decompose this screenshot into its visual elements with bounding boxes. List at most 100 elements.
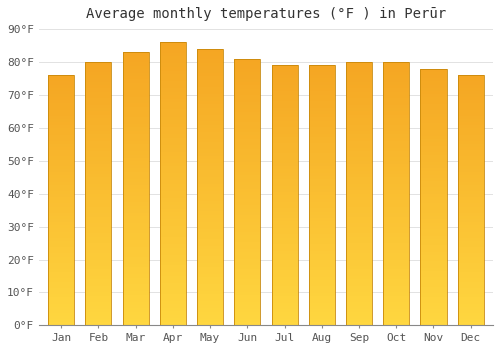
Bar bbox=[346, 174, 372, 177]
Bar bbox=[272, 124, 297, 127]
Bar bbox=[420, 162, 446, 165]
Bar bbox=[272, 98, 297, 101]
Bar bbox=[160, 113, 186, 117]
Bar bbox=[48, 91, 74, 94]
Bar bbox=[458, 163, 483, 166]
Bar bbox=[308, 254, 335, 257]
Bar bbox=[383, 286, 409, 289]
Bar bbox=[383, 102, 409, 105]
Bar bbox=[197, 97, 223, 101]
Bar bbox=[122, 124, 148, 127]
Bar bbox=[458, 169, 483, 172]
Bar bbox=[308, 176, 335, 179]
Bar bbox=[458, 322, 483, 326]
Bar bbox=[420, 213, 446, 216]
Bar bbox=[346, 250, 372, 253]
Bar bbox=[383, 207, 409, 210]
Bar bbox=[197, 139, 223, 142]
Bar bbox=[272, 78, 297, 82]
Bar bbox=[346, 144, 372, 148]
Bar bbox=[160, 283, 186, 287]
Bar bbox=[86, 250, 112, 253]
Bar bbox=[48, 156, 74, 160]
Bar bbox=[383, 108, 409, 111]
Bar bbox=[383, 233, 409, 237]
Bar bbox=[346, 210, 372, 214]
Bar bbox=[308, 82, 335, 85]
Bar bbox=[458, 75, 483, 326]
Bar bbox=[197, 315, 223, 318]
Bar bbox=[458, 94, 483, 97]
Bar bbox=[48, 103, 74, 106]
Bar bbox=[197, 111, 223, 114]
Bar bbox=[308, 163, 335, 166]
Bar bbox=[346, 88, 372, 92]
Bar bbox=[458, 266, 483, 269]
Bar bbox=[308, 182, 335, 186]
Bar bbox=[86, 260, 112, 263]
Bar bbox=[197, 204, 223, 208]
Bar bbox=[197, 160, 223, 163]
Bar bbox=[86, 95, 112, 98]
Bar bbox=[346, 72, 372, 75]
Bar bbox=[420, 284, 446, 287]
Bar bbox=[346, 282, 372, 286]
Bar bbox=[234, 116, 260, 119]
Bar bbox=[383, 194, 409, 197]
Bar bbox=[420, 223, 446, 226]
Bar bbox=[272, 303, 297, 306]
Bar bbox=[383, 210, 409, 214]
Bar bbox=[272, 299, 297, 303]
Bar bbox=[346, 293, 372, 296]
Bar bbox=[383, 200, 409, 204]
Bar bbox=[272, 101, 297, 104]
Bar bbox=[308, 98, 335, 101]
Bar bbox=[122, 100, 148, 103]
Bar bbox=[420, 261, 446, 264]
Bar bbox=[458, 257, 483, 260]
Bar bbox=[122, 134, 148, 138]
Bar bbox=[383, 217, 409, 220]
Bar bbox=[346, 197, 372, 200]
Bar bbox=[346, 286, 372, 289]
Bar bbox=[86, 72, 112, 75]
Bar bbox=[197, 201, 223, 204]
Bar bbox=[272, 293, 297, 296]
Bar bbox=[383, 158, 409, 161]
Bar bbox=[48, 110, 74, 113]
Bar bbox=[160, 81, 186, 85]
Bar bbox=[272, 156, 297, 160]
Bar bbox=[420, 300, 446, 303]
Bar bbox=[272, 150, 297, 153]
Bar bbox=[420, 146, 446, 149]
Bar bbox=[48, 75, 74, 326]
Bar bbox=[48, 197, 74, 200]
Bar bbox=[160, 85, 186, 88]
Bar bbox=[48, 310, 74, 313]
Bar bbox=[48, 188, 74, 191]
Bar bbox=[383, 289, 409, 293]
Bar bbox=[420, 280, 446, 284]
Bar bbox=[458, 313, 483, 316]
Bar bbox=[308, 153, 335, 156]
Bar bbox=[234, 279, 260, 282]
Bar bbox=[197, 101, 223, 104]
Bar bbox=[272, 82, 297, 85]
Bar bbox=[346, 207, 372, 210]
Bar bbox=[197, 94, 223, 97]
Bar bbox=[160, 251, 186, 254]
Bar bbox=[48, 272, 74, 275]
Bar bbox=[420, 159, 446, 162]
Bar bbox=[272, 137, 297, 140]
Bar bbox=[122, 213, 148, 216]
Bar bbox=[458, 213, 483, 216]
Bar bbox=[160, 195, 186, 198]
Bar bbox=[420, 316, 446, 319]
Bar bbox=[160, 92, 186, 95]
Bar bbox=[383, 276, 409, 279]
Bar bbox=[48, 238, 74, 241]
Bar bbox=[48, 163, 74, 166]
Bar bbox=[48, 122, 74, 125]
Bar bbox=[234, 309, 260, 312]
Bar bbox=[122, 52, 148, 326]
